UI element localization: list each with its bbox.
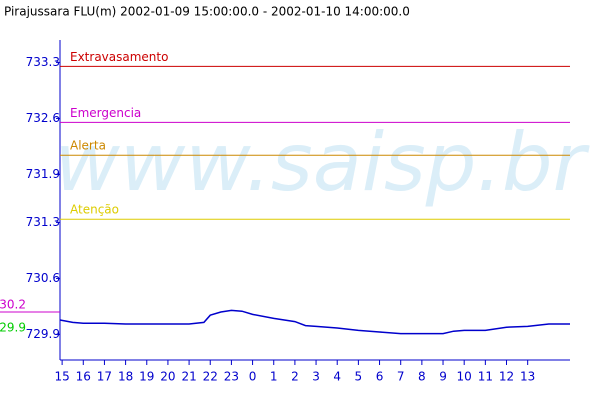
- threshold-label: Atenção: [70, 203, 119, 217]
- y-tick-label: 730.6: [26, 271, 60, 285]
- watermark: www.saisp.br: [54, 116, 590, 209]
- x-tick-label: 9: [439, 370, 447, 384]
- x-tick-label: 11: [478, 370, 493, 384]
- chart-title: Pirajussara FLU(m) 2002-01-09 15:00:00.0…: [4, 5, 410, 19]
- x-tick-label: 8: [418, 370, 426, 384]
- x-tick-label: 13: [520, 370, 535, 384]
- x-tick-label: 17: [97, 370, 112, 384]
- threshold-label: Alerta: [70, 139, 106, 153]
- y-tick-label: 731.3: [26, 215, 60, 229]
- x-tick-label: 3: [312, 370, 320, 384]
- threshold-label: Extravasamento: [70, 50, 168, 64]
- side-label: 29.9: [0, 321, 26, 335]
- x-tick-label: 4: [333, 370, 341, 384]
- data-line: [59, 309, 570, 335]
- y-tick-label: 732.6: [26, 111, 60, 125]
- x-tick-label: 22: [203, 370, 218, 384]
- x-tick-label: 23: [224, 370, 239, 384]
- x-tick-label: 15: [54, 370, 69, 384]
- x-tick-label: 5: [355, 370, 363, 384]
- x-tick-label: 7: [397, 370, 405, 384]
- x-tick-label: 0: [249, 370, 257, 384]
- side-label: 30.2: [0, 298, 26, 312]
- x-tick-label: 12: [499, 370, 514, 384]
- x-tick-label: 2: [291, 370, 299, 384]
- x-tick-label: 21: [181, 370, 196, 384]
- threshold-label: Emergencia: [70, 106, 141, 120]
- y-tick-label: 733.3: [26, 55, 60, 69]
- x-tick-label: 20: [160, 370, 175, 384]
- x-tick-label: 18: [118, 370, 133, 384]
- x-tick-label: 16: [76, 370, 91, 384]
- x-tick-label: 10: [457, 370, 472, 384]
- x-tick-label: 19: [139, 370, 154, 384]
- x-tick-label: 6: [376, 370, 384, 384]
- y-tick-label: 729.9: [26, 327, 60, 341]
- x-tick-label: 1: [270, 370, 278, 384]
- y-tick-label: 731.9: [26, 167, 60, 181]
